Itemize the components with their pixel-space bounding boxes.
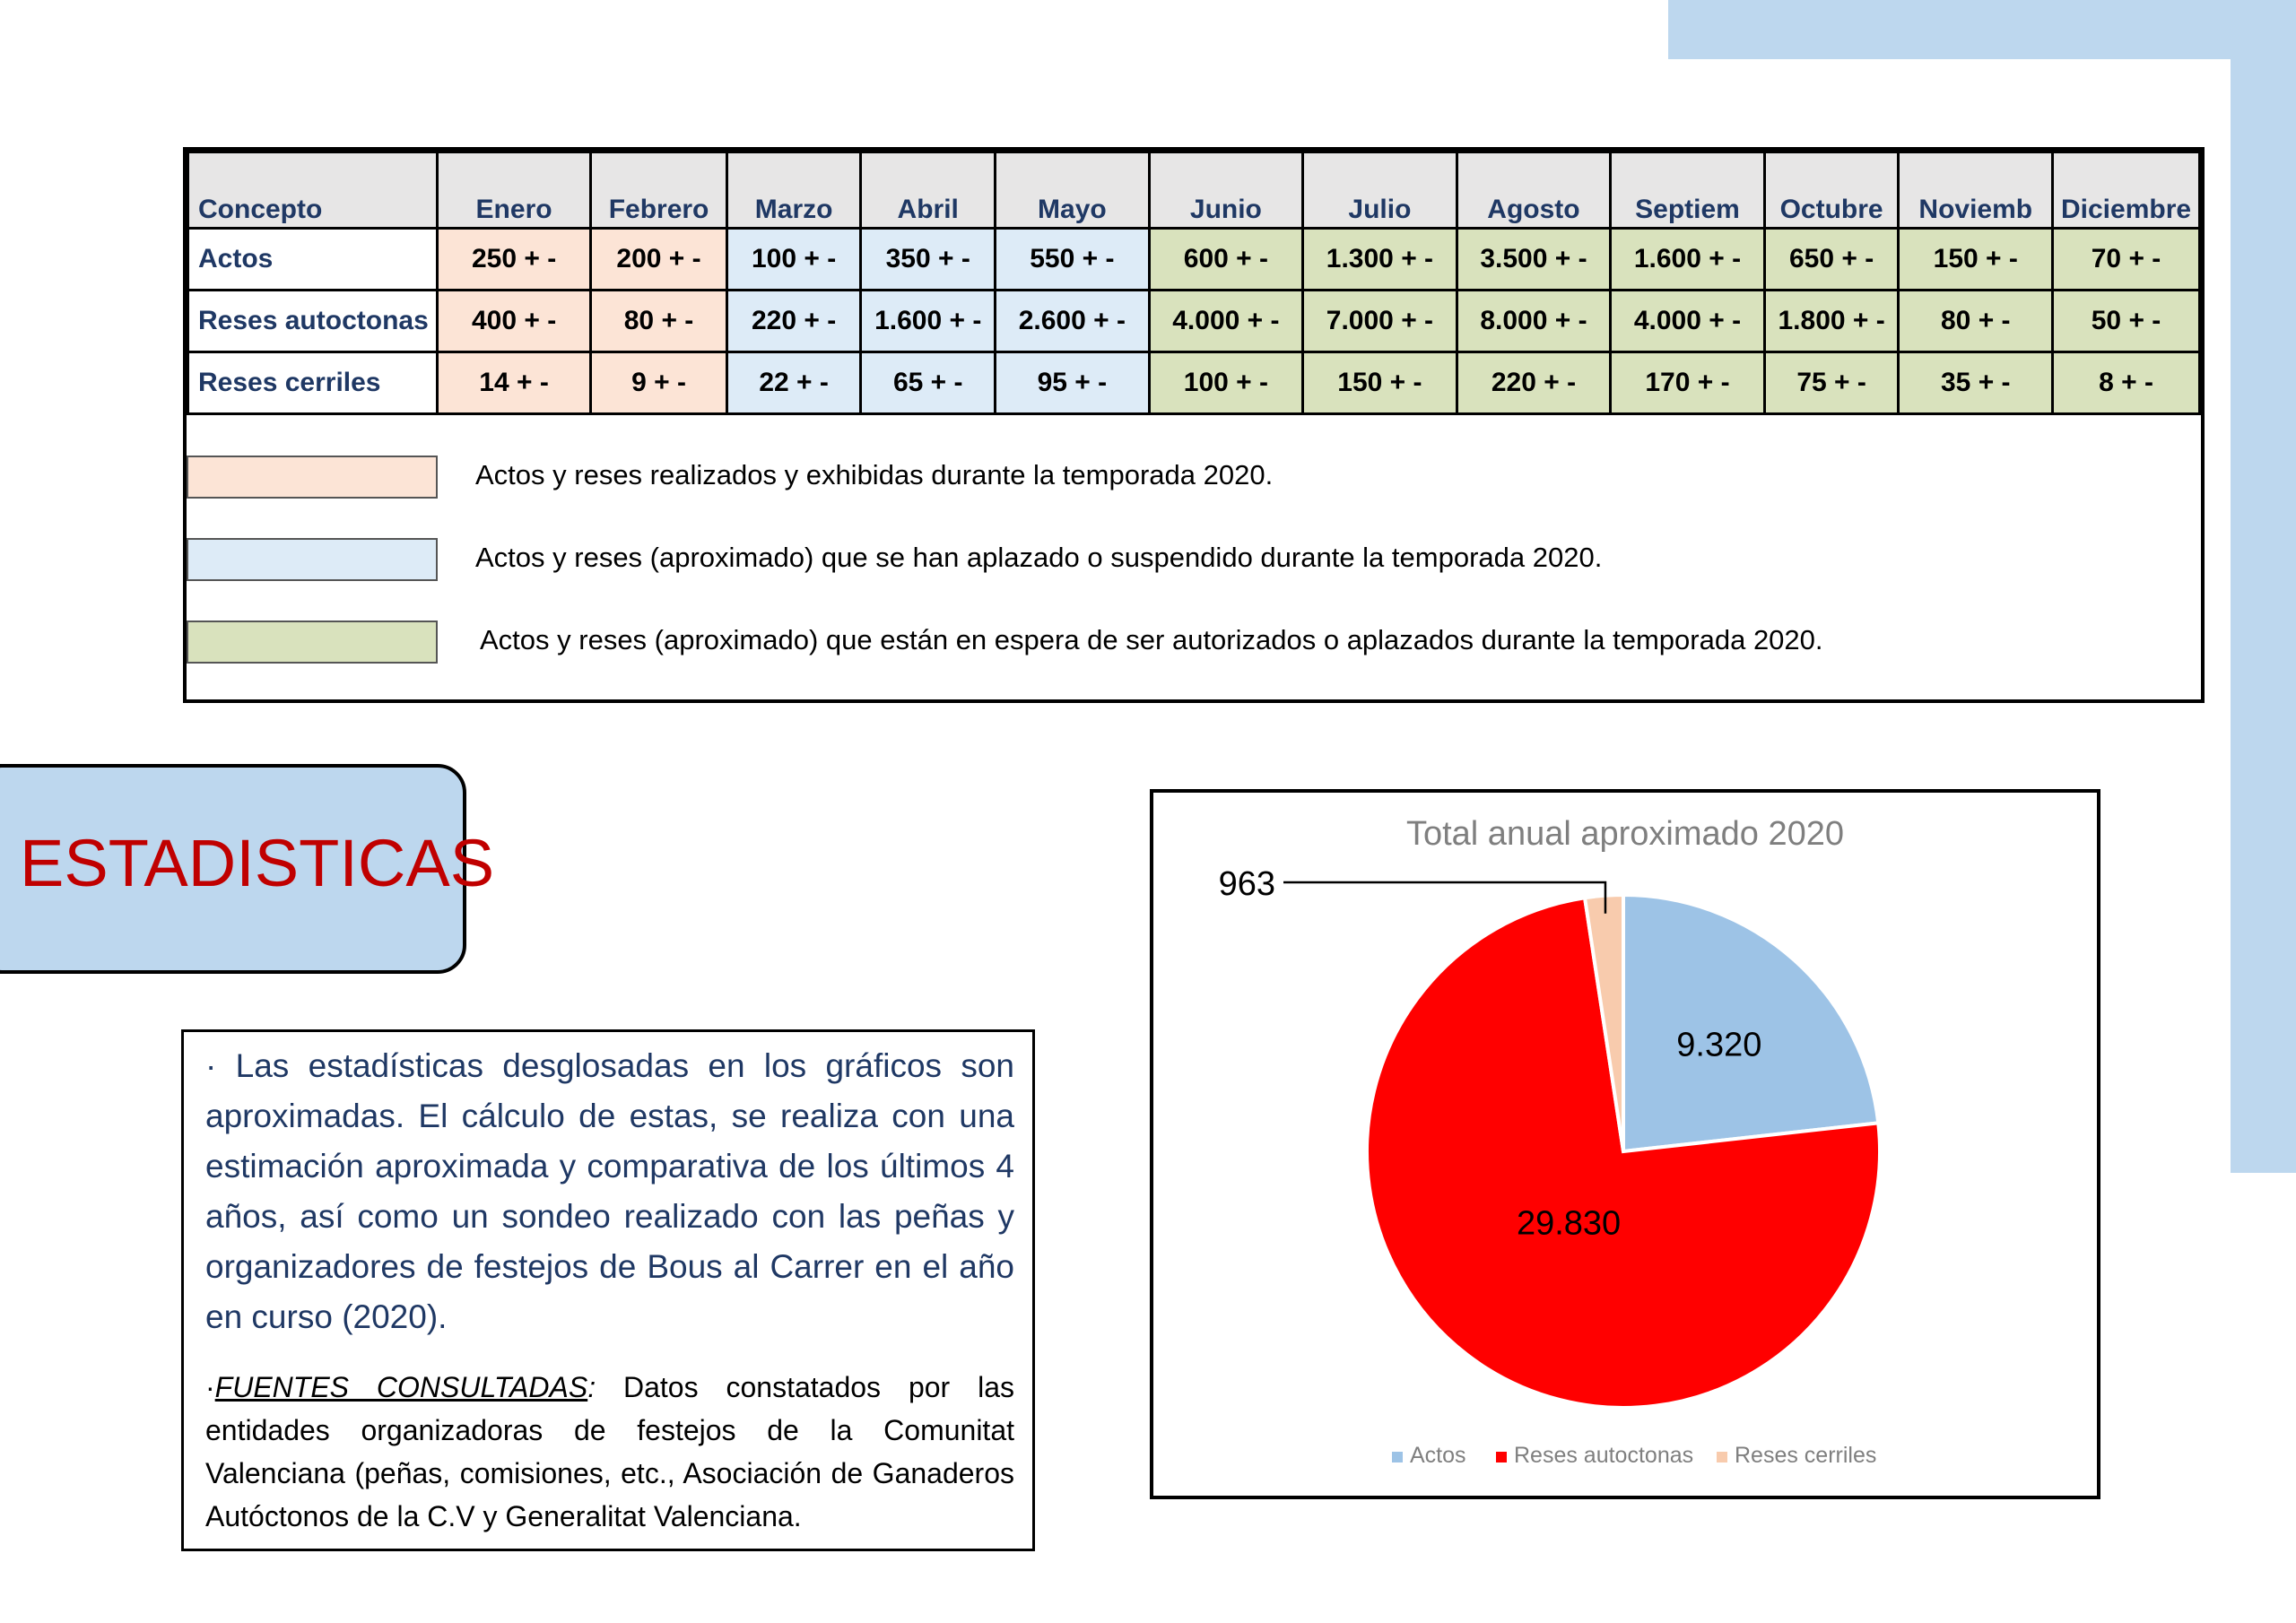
table-cell: 95 + -: [994, 351, 1151, 415]
methodology-note: · Las estadísticas desglosadas en los gr…: [181, 1029, 1035, 1551]
table-cell: 3.500 + -: [1455, 227, 1613, 291]
table-cell: 100 + -: [725, 227, 863, 291]
column-header-month: Agosto: [1455, 151, 1613, 230]
legend-label: Reses cerriles: [1735, 1443, 1876, 1468]
sources-label: FUENTES CONSULTADAS: [214, 1371, 588, 1403]
table-cell: 400 + -: [435, 289, 593, 353]
legend-swatch: [187, 538, 438, 581]
table-cell: 2.600 + -: [994, 289, 1151, 353]
sources-paragraph: ·FUENTES CONSULTADAS: Datos constatados …: [205, 1366, 1014, 1538]
legend-swatch: [187, 456, 438, 499]
pie-slice: [1582, 892, 1625, 1152]
table-cell: 100 + -: [1147, 351, 1305, 415]
sources-text: Datos constatados por las entidades orga…: [205, 1371, 1015, 1532]
table-cell: 80 + -: [589, 289, 728, 353]
table-cell: 4.000 + -: [1609, 289, 1766, 353]
table-cell: 7.000 + -: [1301, 289, 1458, 353]
column-header-month: Septiem: [1609, 151, 1766, 230]
chart-title: Total anual aproximado 2020: [1406, 815, 1844, 853]
table-cell: 1.800 + -: [1762, 289, 1900, 353]
table-cell: 200 + -: [589, 227, 728, 291]
monthly-table: Concepto Enero Febrero Marzo Abril Mayo Junio J…: [187, 151, 2201, 415]
table-cell: 170 + -: [1609, 351, 1766, 415]
column-header-month: Febrero: [589, 151, 728, 230]
table-cell: 50 + -: [2051, 289, 2201, 353]
table-row: Actos 250 + -200 + -100 + -350 + -550 + -…: [187, 227, 2201, 291]
legend-marker: [1717, 1452, 1727, 1462]
column-header-month: Mayo: [994, 151, 1151, 230]
sources-prefix: ·: [205, 1371, 215, 1403]
data-label: 29.830: [1517, 1204, 1621, 1242]
leader-line: [1283, 881, 1607, 914]
legend-marker: [1392, 1452, 1403, 1462]
table-cell: 350 + -: [859, 227, 997, 291]
legend-marker: [1496, 1452, 1507, 1462]
row-label: Actos: [187, 227, 439, 291]
pie-slice: [1365, 895, 1882, 1410]
table-cell: 8.000 + -: [1455, 289, 1613, 353]
sources-colon: :: [587, 1371, 596, 1403]
pie-slice: [1622, 892, 1881, 1154]
table-cell: 9 + -: [589, 351, 728, 415]
table-cell: 220 + -: [725, 289, 863, 353]
legend-swatch: [187, 621, 438, 664]
legend-text: Actos y reses (aproximado) que se han ap…: [475, 542, 1603, 573]
table-cell: 80 + -: [1897, 289, 2055, 353]
data-label: 9.320: [1676, 1027, 1761, 1064]
column-header-month: Abril: [859, 151, 997, 230]
legend-text: Actos y reses realizados y exhibidas dur…: [475, 459, 1274, 490]
row-label: Reses autoctonas: [187, 289, 439, 353]
table-cell: 250 + -: [435, 227, 593, 291]
table-row: Reses autoctonas 400 + -80 + -220 + -1.60…: [187, 289, 2201, 353]
column-header-month: Marzo: [725, 151, 863, 230]
table-cell: 600 + -: [1147, 227, 1305, 291]
table-cell: 22 + -: [725, 351, 863, 415]
note-paragraph: · Las estadísticas desglosadas en los gr…: [205, 1047, 1014, 1335]
table-cell: 150 + -: [1301, 351, 1458, 415]
column-header-month: Julio: [1301, 151, 1458, 230]
table-cell: 1.600 + -: [1609, 227, 1766, 291]
table-cell: 4.000 + -: [1147, 289, 1305, 353]
row-label: Reses cerriles: [187, 351, 439, 415]
pie-chart: Total anual aproximado 2020 9.320 29.830 96…: [1219, 815, 1882, 1468]
decorative-band-top: [1668, 0, 2296, 59]
legend-label: Actos: [1410, 1443, 1466, 1468]
column-header-month: Junio: [1147, 151, 1305, 230]
table-cell: 8 + -: [2051, 351, 2201, 415]
table-cell: 35 + -: [1897, 351, 2055, 415]
section-tab: [0, 764, 466, 974]
table-row: Reses cerriles 14 + -9 + -22 + -65 + -95 …: [187, 351, 2201, 415]
table-cell: 75 + -: [1762, 351, 1900, 415]
table-cell: 1.300 + -: [1301, 227, 1458, 291]
legend-text: Actos y reses (aproximado) que están en …: [480, 624, 1823, 655]
table-cell: 150 + -: [1897, 227, 2055, 291]
pie-chart-box: Total anual aproximado 2020 9.320 29.830 96…: [1150, 789, 2100, 1499]
column-header-month: Octubre: [1762, 151, 1900, 230]
column-header-month: Enero: [435, 151, 593, 230]
data-label: 963: [1219, 865, 1275, 903]
table-cell: 550 + -: [994, 227, 1151, 291]
column-header-month: Diciembre: [2051, 151, 2201, 230]
table-cell: 65 + -: [859, 351, 997, 415]
table-cell: 14 + -: [435, 351, 593, 415]
table-cell: 650 + -: [1762, 227, 1900, 291]
table-cell: 1.600 + -: [859, 289, 997, 353]
section-title: ESTADISTICAS: [20, 826, 495, 900]
column-header-month: Noviemb: [1897, 151, 2055, 230]
table-cell: 70 + -: [2051, 227, 2201, 291]
legend-label: Reses autoctonas: [1514, 1443, 1693, 1468]
monthly-table-box: Concepto Enero Febrero Marzo Abril Mayo Junio J…: [183, 147, 2205, 703]
column-header-concepto: Concepto: [187, 151, 439, 230]
decorative-band-right: [2231, 0, 2296, 1173]
table-cell: 220 + -: [1455, 351, 1613, 415]
